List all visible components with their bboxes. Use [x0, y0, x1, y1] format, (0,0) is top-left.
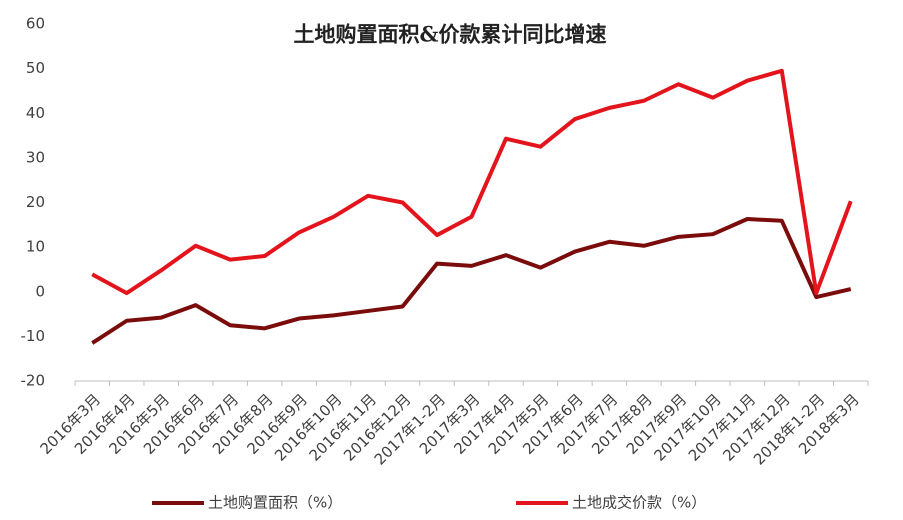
y-tick-label: 50 [26, 59, 45, 77]
legend-label: 土地购置面积（%） [208, 494, 342, 512]
series-line [91, 68, 853, 296]
chart-title: 土地购置面积&价款累计同比增速 [294, 22, 607, 47]
y-tick-label: -10 [21, 327, 46, 345]
y-tick-label: 60 [26, 15, 45, 33]
legend-label: 土地成交价款（%） [572, 494, 706, 512]
y-tick-label: 0 [35, 282, 45, 300]
y-tick-label: 10 [26, 238, 45, 256]
y-tick-label: -20 [21, 372, 46, 390]
y-tick-label: 30 [26, 148, 45, 166]
series-line [91, 217, 852, 345]
y-tick-label: 40 [26, 104, 45, 122]
y-tick-label: 20 [26, 193, 45, 211]
